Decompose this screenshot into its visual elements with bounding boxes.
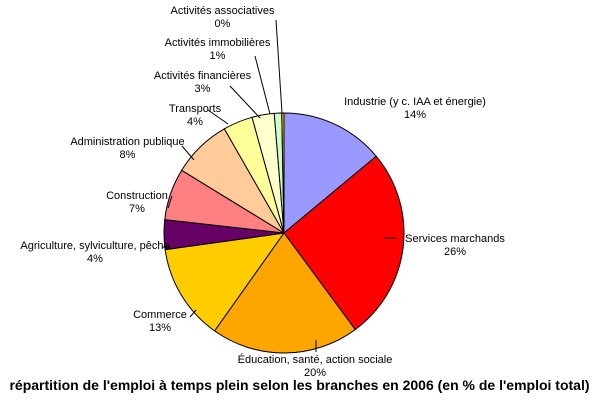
- pie-slice-activites-associatives: [281, 112, 285, 234]
- slice-label-activites-associatives: Activités associatives 0%: [160, 5, 285, 31]
- slice-label-value: 0%: [214, 18, 231, 30]
- leader-line-commerce: [189, 309, 197, 318]
- slice-label-education-sante-action-sociale: Éducation, santé, action sociale 20%: [230, 354, 400, 380]
- slice-label-value: 26%: [443, 246, 467, 258]
- slice-label-administration-publique: Administration publique 8%: [55, 136, 200, 162]
- slice-label-name: Commerce: [133, 309, 187, 321]
- slice-label-agriculture-sylviculture-peche: Agriculture, sylviculture, pêche 4%: [15, 240, 175, 266]
- slice-label-name: Transports: [168, 103, 222, 115]
- slice-label-name: Activités associatives: [170, 5, 275, 17]
- slice-label-name: Activités financières: [153, 70, 252, 82]
- slice-label-value: 14%: [403, 109, 427, 121]
- slice-label-value: 20%: [303, 367, 327, 379]
- slice-label-value: 3%: [194, 83, 211, 95]
- slice-label-value: 1%: [209, 50, 226, 62]
- slice-label-name: Administration publique: [70, 136, 185, 148]
- chart-title: répartition de l'emploi à temps plein se…: [9, 377, 590, 393]
- slice-label-value: 8%: [119, 149, 136, 161]
- slice-label-commerce: Commerce 13%: [110, 309, 210, 335]
- slice-label-name: Services marchands: [405, 233, 505, 245]
- pie-slice-services-marchands: [283, 155, 405, 331]
- slice-label-value: 4%: [187, 116, 203, 128]
- leader-line-activites-associatives: [275, 19, 283, 114]
- slice-label-activites-financieres: Activités financières 3%: [145, 70, 260, 96]
- slice-label-name: Éducation, santé, action sociale: [237, 354, 393, 366]
- pie-slice-commerce: [164, 232, 286, 332]
- slice-label-transports: Transports 4%: [160, 103, 230, 129]
- slice-label-industrie-y-c-iaa-et-energie: Industrie (y c. IAA et énergie) 14%: [330, 96, 500, 122]
- pie-slice-education-sante-action-sociale: [213, 232, 356, 354]
- leader-line-administration-publique: [181, 145, 195, 161]
- slice-label-construction: Construction 7%: [102, 190, 172, 216]
- pie-slice-industrie-y-c-iaa-et-energie: [283, 112, 377, 235]
- slice-label-name: Agriculture, sylviculture, pêche: [20, 240, 170, 252]
- leader-line-activites-immobilieres: [254, 55, 271, 115]
- slice-label-value: 7%: [129, 203, 145, 215]
- slice-label-value: 4%: [87, 253, 103, 265]
- leader-line-transports: [207, 109, 229, 125]
- leader-line-construction: [167, 195, 173, 209]
- leader-line-activites-financieres: [229, 85, 261, 119]
- slice-label-name: Activités immobilières: [164, 37, 271, 49]
- slice-label-activites-immobilieres: Activités immobilières 1%: [155, 37, 280, 63]
- slice-label-services-marchands: Services marchands 26%: [400, 233, 510, 259]
- slice-label-name: Industrie (y c. IAA et énergie): [344, 96, 486, 108]
- slice-label-value: 13%: [148, 322, 172, 334]
- slice-label-name: Construction: [106, 190, 168, 202]
